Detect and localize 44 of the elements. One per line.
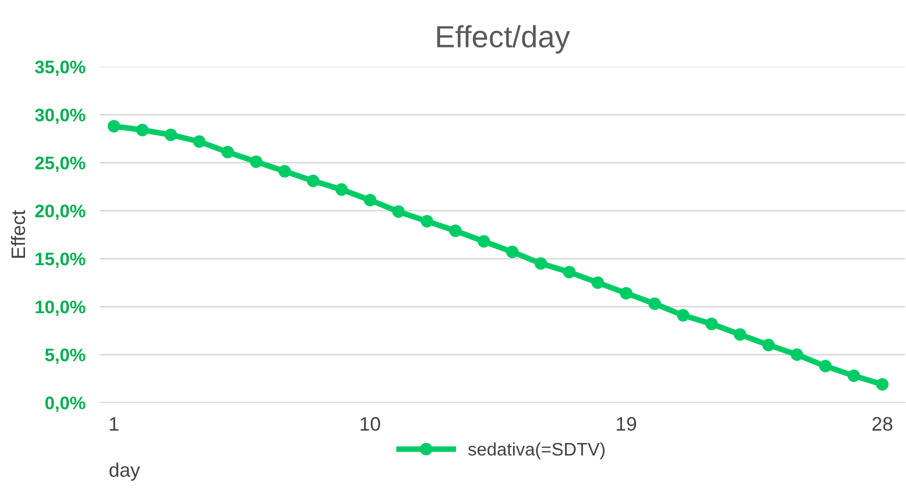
legend-label: sedativa(=SDTV) [468,442,605,460]
point [193,135,206,148]
point [420,214,434,228]
point [392,205,405,218]
point [164,128,178,142]
point [563,266,576,278]
point [108,120,120,132]
point [278,165,291,178]
point [478,235,490,248]
point [364,194,376,206]
y-tick-label: 25,0% [35,156,86,172]
x-tick-label: 19 [616,417,636,431]
point [848,369,860,382]
x-axis-title: day [110,462,140,481]
y-axis-title: Effect [10,210,26,258]
point [762,338,775,352]
y-tick-label: 30,0% [34,108,86,124]
point [534,257,548,270]
y-tick-label: 15,0% [36,252,86,268]
point [306,174,320,188]
point [591,276,604,289]
x-tick-label: 1 [110,417,118,431]
point [250,155,262,168]
point [449,224,462,238]
point [221,146,234,158]
point [876,378,889,391]
y-tick-label: 20,0% [35,204,86,220]
x-tick-label: 10 [360,417,380,431]
x-tick-label: 28 [872,417,892,431]
chart-title: Effect/day [437,25,570,54]
y-tick-label: 10,0% [36,300,86,316]
point [819,360,832,372]
y-tick-label: 0,0% [45,396,86,412]
y-tick-label: 35,0% [34,60,86,76]
point [705,318,718,330]
y-tick-label: 5,0% [45,348,86,364]
point [734,328,746,341]
point [335,183,348,196]
point [790,348,804,361]
point [648,298,661,310]
point [136,124,149,136]
point [506,246,519,258]
point [676,309,690,322]
point [620,286,632,300]
